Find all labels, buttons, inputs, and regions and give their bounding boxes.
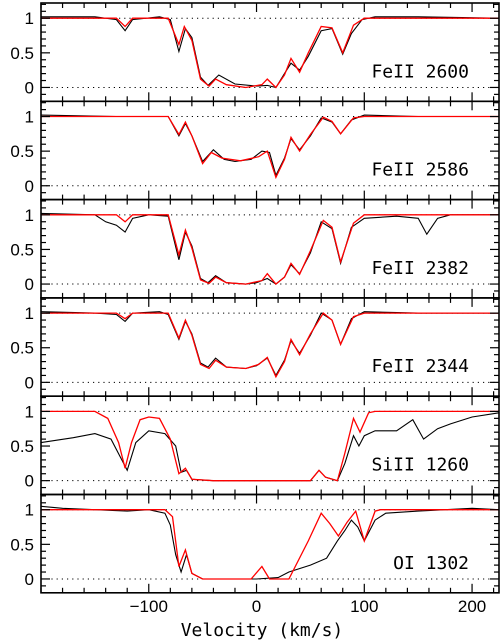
y-tick-label: 0.5 [10, 142, 34, 161]
x-axis-title: Velocity (km/s) [181, 620, 344, 641]
y-tick-label: 0.5 [10, 339, 34, 358]
model-fit-line [41, 410, 499, 482]
model-fit-line [41, 312, 499, 379]
y-tick-label: 1 [25, 402, 34, 421]
x-tick-label: 100 [350, 597, 378, 616]
ion-label: FeII 2344 [371, 356, 469, 377]
y-tick-label: 0.5 [10, 437, 34, 456]
y-tick-label: 1 [25, 206, 34, 225]
model-fit-line [41, 214, 499, 286]
observed-spectrum-line [40, 505, 500, 580]
y-tick-label: 1 [25, 9, 34, 28]
y-tick-label: 1 [25, 304, 34, 323]
ion-label: FeII 2600 [371, 61, 469, 82]
y-tick-label: 0 [25, 177, 34, 196]
ion-label: FeII 2382 [371, 258, 469, 279]
y-tick-label: 0.5 [10, 535, 34, 554]
model-fit-line [41, 115, 499, 180]
y-tick-label: 0 [25, 275, 34, 294]
y-tick-label: 0 [25, 78, 34, 97]
ion-label: SiII 1260 [371, 455, 469, 476]
panel-3: 0 0.5 1 FeII 2382 [10, 198, 500, 299]
panel-2: 0 0.5 1 FeII 2586 [10, 100, 500, 201]
panel-frame [40, 493, 500, 594]
panel-1: 0 0.5 1 FeII 2600 [10, 2, 500, 103]
model-fit-line [41, 17, 499, 89]
panel-5: 0 0.5 1 SiII 1260 [10, 395, 500, 496]
panel-6: 0 0.5 1 OI 1302 [10, 493, 500, 594]
panels-group: 0 0.5 1 FeII 2600 0 0.5 1 FeII 2586 0 0.5 1 FeII 23… [10, 2, 500, 616]
y-tick-label: 0 [25, 472, 34, 491]
x-tick-label: 200 [458, 597, 486, 616]
y-tick-label: 0.5 [10, 240, 34, 259]
ion-label: OI 1302 [393, 553, 469, 574]
ion-label: FeII 2586 [371, 160, 469, 181]
y-tick-label: 1 [25, 501, 34, 520]
y-tick-label: 0 [25, 570, 34, 589]
y-tick-label: 1 [25, 108, 34, 127]
y-tick-label: 0 [25, 373, 34, 392]
x-tick-label: −100 [130, 597, 168, 616]
panel-4: 0 0.5 1 FeII 2344 [10, 297, 500, 397]
x-tick-label: 0 [252, 597, 261, 616]
model-fit-line [41, 509, 499, 580]
y-tick-label: 0.5 [10, 44, 34, 63]
